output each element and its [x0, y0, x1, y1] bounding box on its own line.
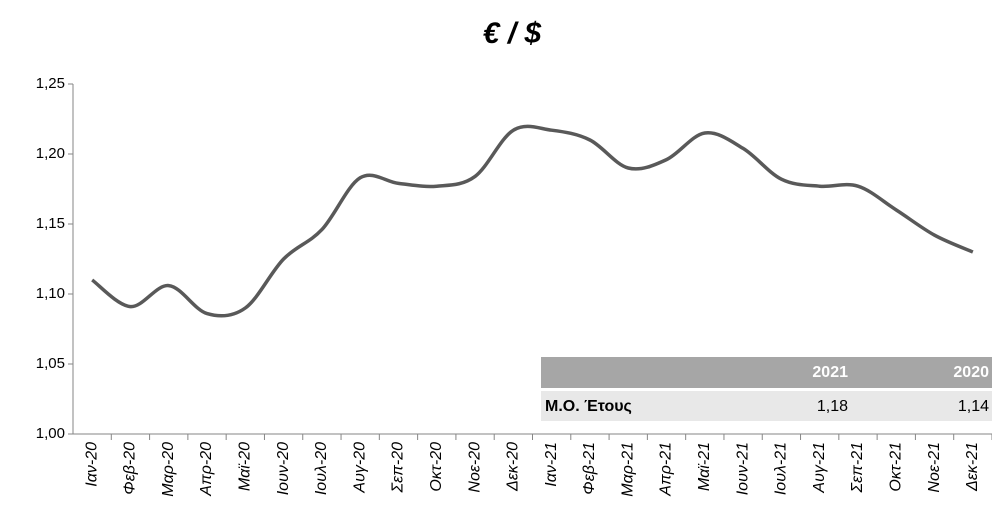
line [91, 124, 974, 318]
table-header: 2021 [812, 364, 848, 381]
x-tick-label: Απρ-21 [658, 442, 675, 497]
table-cell: 1,14 [958, 398, 989, 415]
table-header: 2020 [953, 364, 989, 381]
x-tick-label: Ιουλ-20 [313, 442, 330, 495]
x-tick-label: Δεκ-21 [964, 442, 981, 492]
x-tick-label: Ιαν-20 [83, 442, 100, 487]
x-tick-label: Μαρ-21 [619, 442, 636, 497]
x-tick-label: Φεβ-21 [581, 442, 598, 495]
y-tick-label: 1,00 [36, 425, 65, 442]
x-tick-label: Μαρ-20 [160, 442, 177, 497]
y-tick-label: 1,20 [36, 145, 65, 162]
x-tick-label: Νοε-20 [466, 442, 483, 493]
table-cell: 1,18 [817, 398, 848, 415]
table-row-bg [541, 391, 992, 421]
x-tick-label: Φεβ-20 [122, 442, 139, 495]
x-tick-label: Ιουν-21 [734, 442, 751, 495]
x-tick-label: Δεκ-20 [505, 442, 522, 492]
chart-title: € / $ [483, 17, 542, 50]
table-header-bg [541, 357, 992, 388]
x-tick-label: Νοε-21 [926, 442, 943, 493]
table-row-label: Μ.Ο. Έτους [545, 398, 632, 415]
y-tick-label: 1,05 [36, 355, 65, 372]
y-tick-label: 1,25 [36, 75, 65, 92]
x-tick-label: Μαϊ-21 [696, 442, 713, 491]
x-tick-label: Οκτ-21 [887, 442, 904, 492]
x-tick-label: Απρ-20 [198, 442, 215, 497]
x-tick-label: Ιαν-21 [543, 442, 560, 487]
x-tick-label: Σεπ-21 [849, 442, 866, 493]
x-tick-label: Σεπ-20 [390, 442, 407, 494]
x-tick-label: Μαϊ-20 [237, 442, 254, 491]
x-tick-label: Αυγ-20 [351, 442, 368, 494]
x-tick-label: Ιουλ-21 [773, 442, 790, 495]
y-tick-label: 1,10 [36, 285, 65, 302]
x-tick-label: Οκτ-20 [428, 442, 445, 492]
x-tick-label: Αυγ-21 [811, 442, 828, 494]
y-tick-label: 1,15 [36, 215, 65, 232]
x-tick-label: Ιουν-20 [275, 442, 292, 495]
